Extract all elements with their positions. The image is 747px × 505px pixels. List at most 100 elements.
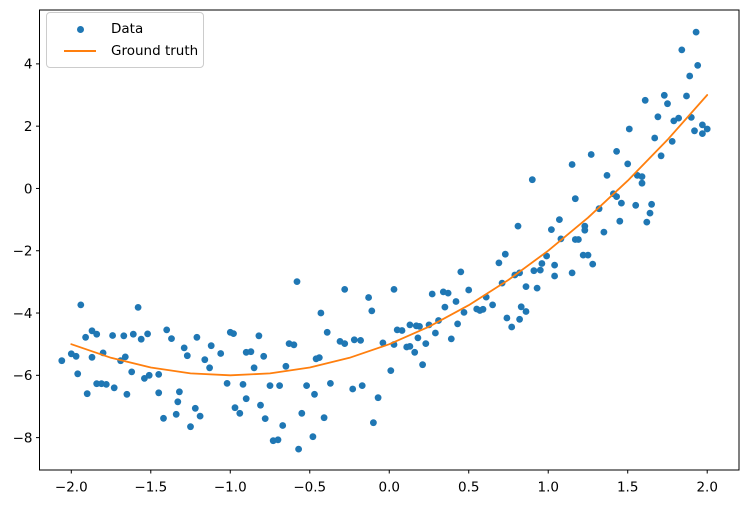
legend-label-data: Data (111, 21, 144, 37)
y-tick-label: 0 (24, 181, 33, 197)
scatter-point (654, 113, 662, 121)
scatter-point (223, 380, 231, 387)
scatter-point (309, 433, 317, 441)
scatter-point (600, 228, 608, 236)
y-tick-label: −4 (13, 306, 33, 322)
scatter-point (327, 380, 334, 387)
legend-item-data: Data (57, 18, 193, 40)
scatter-point (416, 323, 423, 330)
scatter-point (137, 335, 145, 343)
scatter-point (556, 216, 563, 224)
scatter-point (110, 384, 118, 392)
scatter-point (516, 315, 523, 323)
x-tick-label: −1.0 (214, 480, 247, 496)
scatter-point (217, 350, 225, 357)
scatter-point (454, 320, 461, 328)
scatter-point (282, 362, 290, 370)
scatter-point (613, 193, 620, 201)
ground-truth-curve (70, 94, 709, 377)
scatter-point (414, 334, 422, 342)
scatter-point (589, 260, 597, 268)
scatter-point (88, 353, 96, 361)
scatter-point (551, 272, 558, 280)
scatter-point (230, 330, 237, 337)
scatter-point (250, 364, 258, 372)
scatter-point (72, 352, 80, 360)
scatter-point (603, 172, 611, 179)
scatter-point (517, 303, 525, 311)
scatter-point (370, 419, 377, 427)
ground-truth-line-marker-icon (64, 50, 96, 52)
scatter-point (457, 268, 465, 276)
scatter-point (664, 100, 671, 108)
scatter-point (176, 388, 183, 396)
y-tick-label: −2 (13, 244, 33, 260)
scatter-point (694, 62, 702, 69)
scatter-point (387, 367, 395, 374)
scatter-point (675, 114, 682, 122)
scatter-point (231, 404, 239, 412)
scatter-point (77, 301, 85, 309)
scatter-point (341, 340, 349, 347)
scatter-point (568, 161, 576, 168)
scatter-point (155, 389, 163, 397)
y-tick-label: −6 (13, 368, 33, 384)
x-tick-label: −0.5 (293, 480, 326, 496)
scatter-point (311, 390, 318, 398)
scatter-point (398, 327, 406, 334)
scatter-point (618, 199, 625, 207)
scatter-point (350, 336, 358, 344)
scatter-point (279, 422, 287, 429)
scatter-point (444, 289, 452, 297)
scatter-point (575, 236, 582, 243)
scatter-point (686, 72, 694, 80)
scatter-point (290, 341, 298, 349)
scatter-point (548, 226, 555, 234)
scatter-point (692, 28, 700, 36)
scatter-point (74, 370, 82, 378)
x-tick-label: −2.0 (55, 480, 88, 496)
scatter-point (643, 218, 651, 226)
scatter-point (568, 269, 576, 277)
scatter-point (109, 332, 116, 339)
scatter-point (183, 352, 191, 360)
scatter-point (295, 445, 302, 453)
scatter-point (379, 339, 387, 347)
scatter-point (538, 260, 546, 267)
scatter-point (201, 356, 209, 364)
scatter-point (293, 278, 301, 285)
y-tick-label: 2 (24, 119, 33, 135)
scatter-point (320, 414, 328, 422)
legend-label-ground-truth: Ground truth (111, 43, 199, 59)
scatter-point (508, 323, 516, 331)
scatter-point (522, 308, 530, 315)
scatter-point (172, 410, 180, 418)
scatter-point (180, 344, 188, 352)
scatter-point (514, 222, 522, 230)
scatter-point (406, 321, 414, 329)
scatter-point (315, 354, 323, 361)
scatter-point (317, 309, 325, 317)
scatter-point (236, 409, 244, 417)
legend-marker-cell (57, 50, 103, 52)
scatter-point (638, 173, 646, 181)
scatter-point (58, 357, 66, 365)
scatter-point (303, 382, 310, 389)
x-tick-label: 2.0 (696, 480, 717, 496)
scatter-point (358, 382, 366, 389)
scatter-point (349, 385, 357, 393)
scatter-point (374, 394, 382, 402)
data-dot-marker-icon (76, 25, 84, 33)
scatter-point (501, 250, 509, 258)
scatter-point (632, 201, 640, 209)
scatter-point (625, 125, 633, 133)
legend: Data Ground truth (46, 12, 204, 68)
scatter-point (678, 46, 686, 54)
scatter-point (668, 138, 676, 145)
scatter-point (419, 361, 426, 369)
scatter-point (261, 415, 269, 422)
y-tick-label: 4 (24, 57, 33, 73)
scatter-point (641, 96, 649, 104)
scatter-point (533, 284, 541, 292)
